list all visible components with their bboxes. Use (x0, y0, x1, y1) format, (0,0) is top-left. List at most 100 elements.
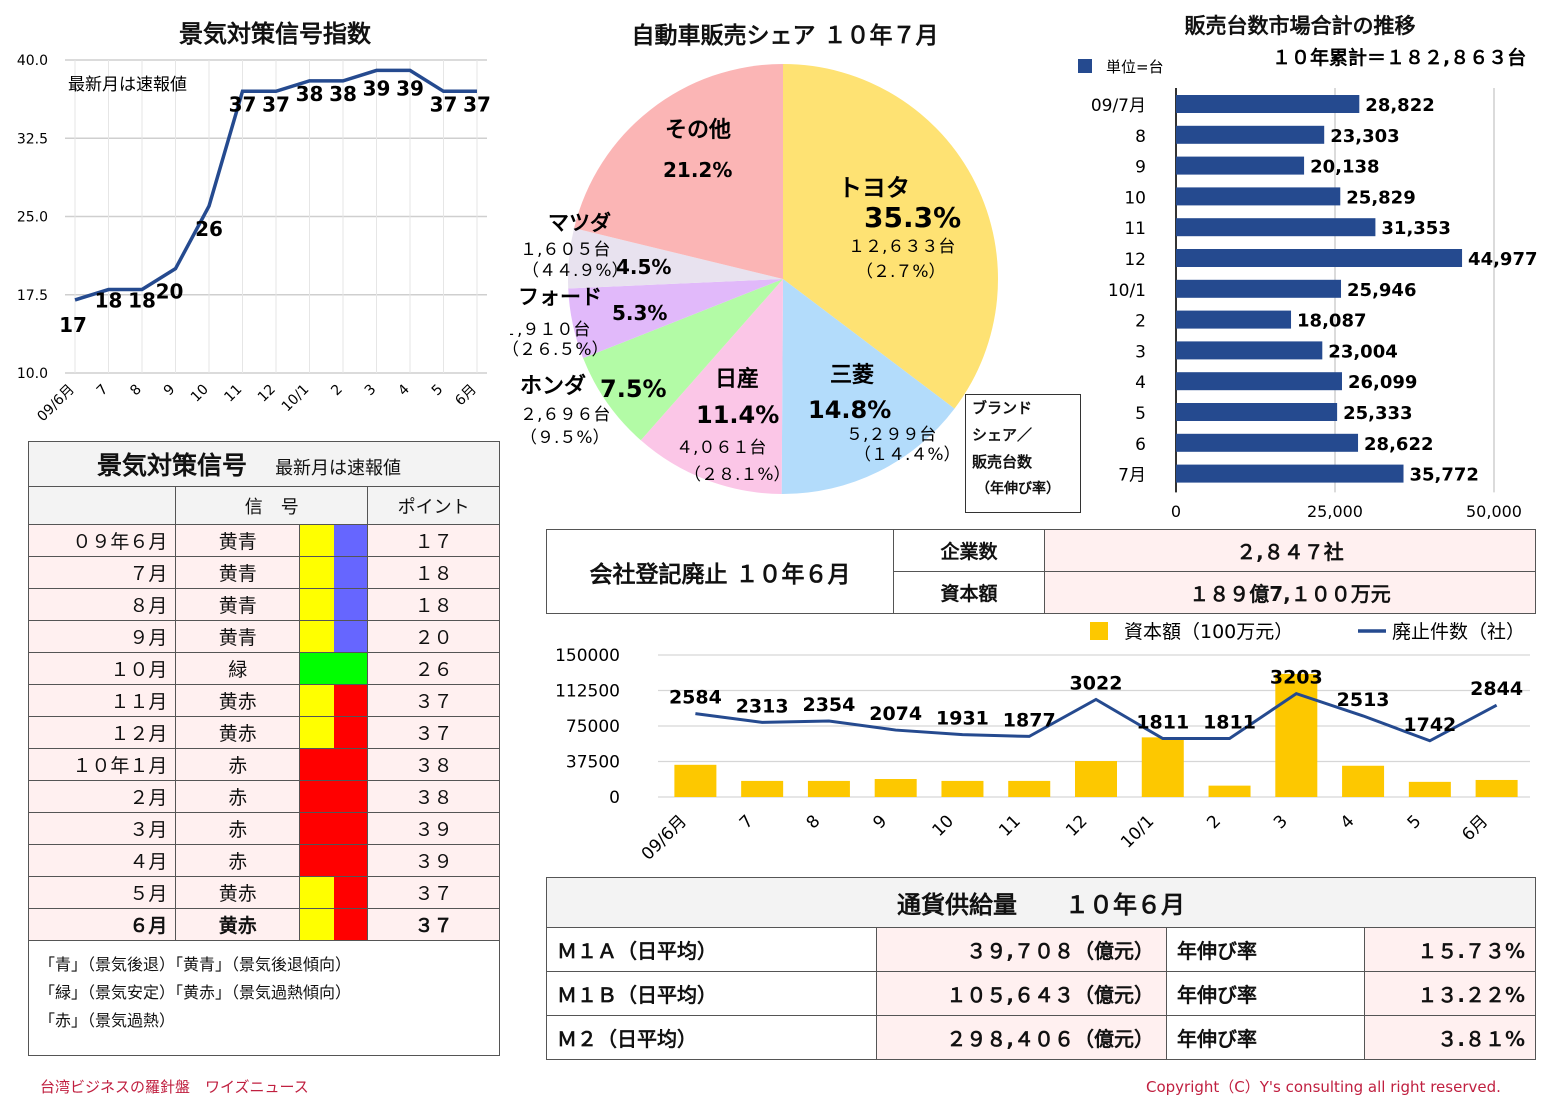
dereg-count-label: 企業数 (893, 529, 1045, 572)
hbar-value-label: 28,822 (1365, 95, 1434, 116)
signal-label: 黄青 (175, 524, 301, 557)
hbar-value-label: 25,946 (1347, 280, 1416, 301)
signal-color (299, 556, 369, 589)
header-point: ポイント (367, 486, 500, 525)
line-value-label: 1931 (936, 708, 989, 730)
signal-label: 黄青 (175, 620, 301, 653)
pie-label-other: その他 (665, 118, 731, 143)
signal-point: １８ (367, 556, 500, 589)
hbar (1176, 372, 1342, 391)
signal-month: １１月 (27, 684, 177, 717)
x-tick: 3 (1270, 811, 1292, 833)
signal-row: １１月 黄赤 ３７ (27, 684, 500, 717)
hbar-value-label: 26,099 (1348, 372, 1417, 393)
signal-color (299, 524, 369, 557)
signal-row: ３月 赤 ３９ (27, 812, 500, 845)
pie-units-mitsubishi: ５,２９９台 (846, 425, 936, 445)
y-tick: 12 (1124, 250, 1146, 270)
money-value: １０５,６４３（億元） (876, 971, 1167, 1016)
hbar-value-label: 31,353 (1381, 218, 1450, 239)
hbar (1176, 433, 1359, 452)
signal-color (299, 588, 369, 621)
hbar (1176, 464, 1404, 483)
x-tick: 12 (1062, 811, 1091, 840)
signal-point: ２６ (367, 652, 500, 685)
signal-label: 黄赤 (175, 684, 301, 717)
line-value-label: 3022 (1070, 672, 1123, 694)
dereg-capital-value: １８９億7,１００万元 (1044, 571, 1536, 614)
hbar (1176, 187, 1341, 206)
signal-row: ７月 黄青 １８ (27, 556, 500, 589)
x-tick: 2 (328, 382, 346, 400)
money-name: Ｍ１Ａ（日平均） (546, 927, 877, 972)
pie-pct-mazda: 4.5% (616, 255, 671, 279)
y-tick: 7月 (1118, 466, 1146, 486)
y-tick: 10 (1124, 188, 1146, 208)
x-tick: 10 (188, 382, 212, 406)
hbar-legend-swatch (1078, 59, 1092, 73)
signal-row: ９月 黄青 ２０ (27, 620, 500, 653)
line-value-label: 3203 (1270, 667, 1323, 689)
legend-line: シェア／ (972, 426, 1033, 444)
signal-table-title: 景気対策信号 (97, 451, 248, 480)
signal-index-chart: 10.0 17.5 25.0 32.5 40.0 09/6月 7 8 9 10 11 12 10/1 2… (17, 53, 491, 425)
line-value-label: 2313 (736, 695, 789, 717)
y-tick: 32.5 (17, 131, 48, 147)
x-tick: 9 (161, 382, 179, 400)
line-value-label: 1877 (1003, 709, 1056, 731)
x-tick: 8 (803, 811, 825, 833)
hbar (1176, 156, 1305, 175)
pie-label-mitsubishi: 三菱 (830, 362, 874, 388)
signal-month: ０９年６月 (27, 524, 177, 557)
hbar-title: 販売台数市場合計の推移 (1184, 14, 1416, 38)
line-value-label: 1742 (1403, 714, 1456, 736)
signal-color (299, 812, 369, 845)
legend-line: ブランド (972, 399, 1033, 417)
signal-point: ３８ (367, 748, 500, 781)
sales-hbar-chart: 単位=台 １０年累計＝１８２,８６３台 0 25,000 50,000 28,822… (1078, 46, 1538, 521)
line-value-label: 2844 (1470, 678, 1523, 700)
signal-label: 黄赤 (175, 908, 301, 941)
signal-color (299, 876, 369, 909)
line-value-label: 39 (363, 76, 391, 100)
line-value-label: 37 (463, 92, 491, 116)
hbar (1176, 279, 1342, 298)
combo-bar (1075, 761, 1117, 797)
money-table: 通貨供給量 １０年６月 Ｍ１Ａ（日平均） ３９,７０８（億元） 年伸び率 １５.… (546, 877, 1536, 1060)
hbar (1176, 218, 1376, 237)
signal-legend-line: 「赤」（景気過熱） (39, 1011, 176, 1030)
combo-bar (874, 779, 917, 797)
signal-row: ０９年６月 黄青 １７ (27, 524, 500, 557)
signal-point: ３７ (367, 876, 500, 909)
combo-bar (674, 764, 717, 797)
money-value: ３９,７０８（億元） (876, 927, 1167, 972)
pie-pct-mitsubishi: 14.8% (808, 396, 891, 424)
signal-color (299, 652, 369, 685)
x-tick: 2 (1203, 811, 1225, 833)
y-tick: 37500 (566, 753, 620, 773)
pie-label-mazda: マツダ (548, 211, 611, 235)
dereg-capital-label: 資本額 (893, 571, 1045, 614)
dereg-title: 会社登記廃止 １０年６月 (546, 529, 894, 614)
signal-month: １０年１月 (27, 748, 177, 781)
pie-slice (583, 279, 783, 441)
combo-legend-line: 廃止件数（社） (1392, 621, 1525, 643)
line-value-label: 2513 (1337, 689, 1390, 711)
y-tick: 75000 (566, 717, 620, 737)
y-tick: 17.5 (17, 288, 48, 304)
y-tick: 3 (1135, 342, 1146, 362)
combo-bar (941, 780, 984, 797)
signal-month: ９月 (27, 620, 177, 653)
pie-growth-honda: （９.５%） (520, 428, 610, 448)
money-rate: １５.７３% (1364, 927, 1536, 972)
hbar (1176, 341, 1323, 360)
pie-slice (568, 279, 783, 359)
x-tick: 09/6月 (638, 811, 691, 864)
signal-table: 景気対策信号 最新月は速報値 信 号 ポイント ０９年６月 黄青 １７ ７月 黄青… (27, 441, 500, 1056)
signal-color (299, 844, 369, 877)
pie-growth-toyota: （２.７%） (856, 262, 946, 282)
line-value-label: 1811 (1203, 712, 1256, 734)
line-value-label: 26 (195, 217, 223, 241)
x-tick: 6月 (452, 382, 480, 410)
x-tick: 10 (929, 811, 958, 840)
